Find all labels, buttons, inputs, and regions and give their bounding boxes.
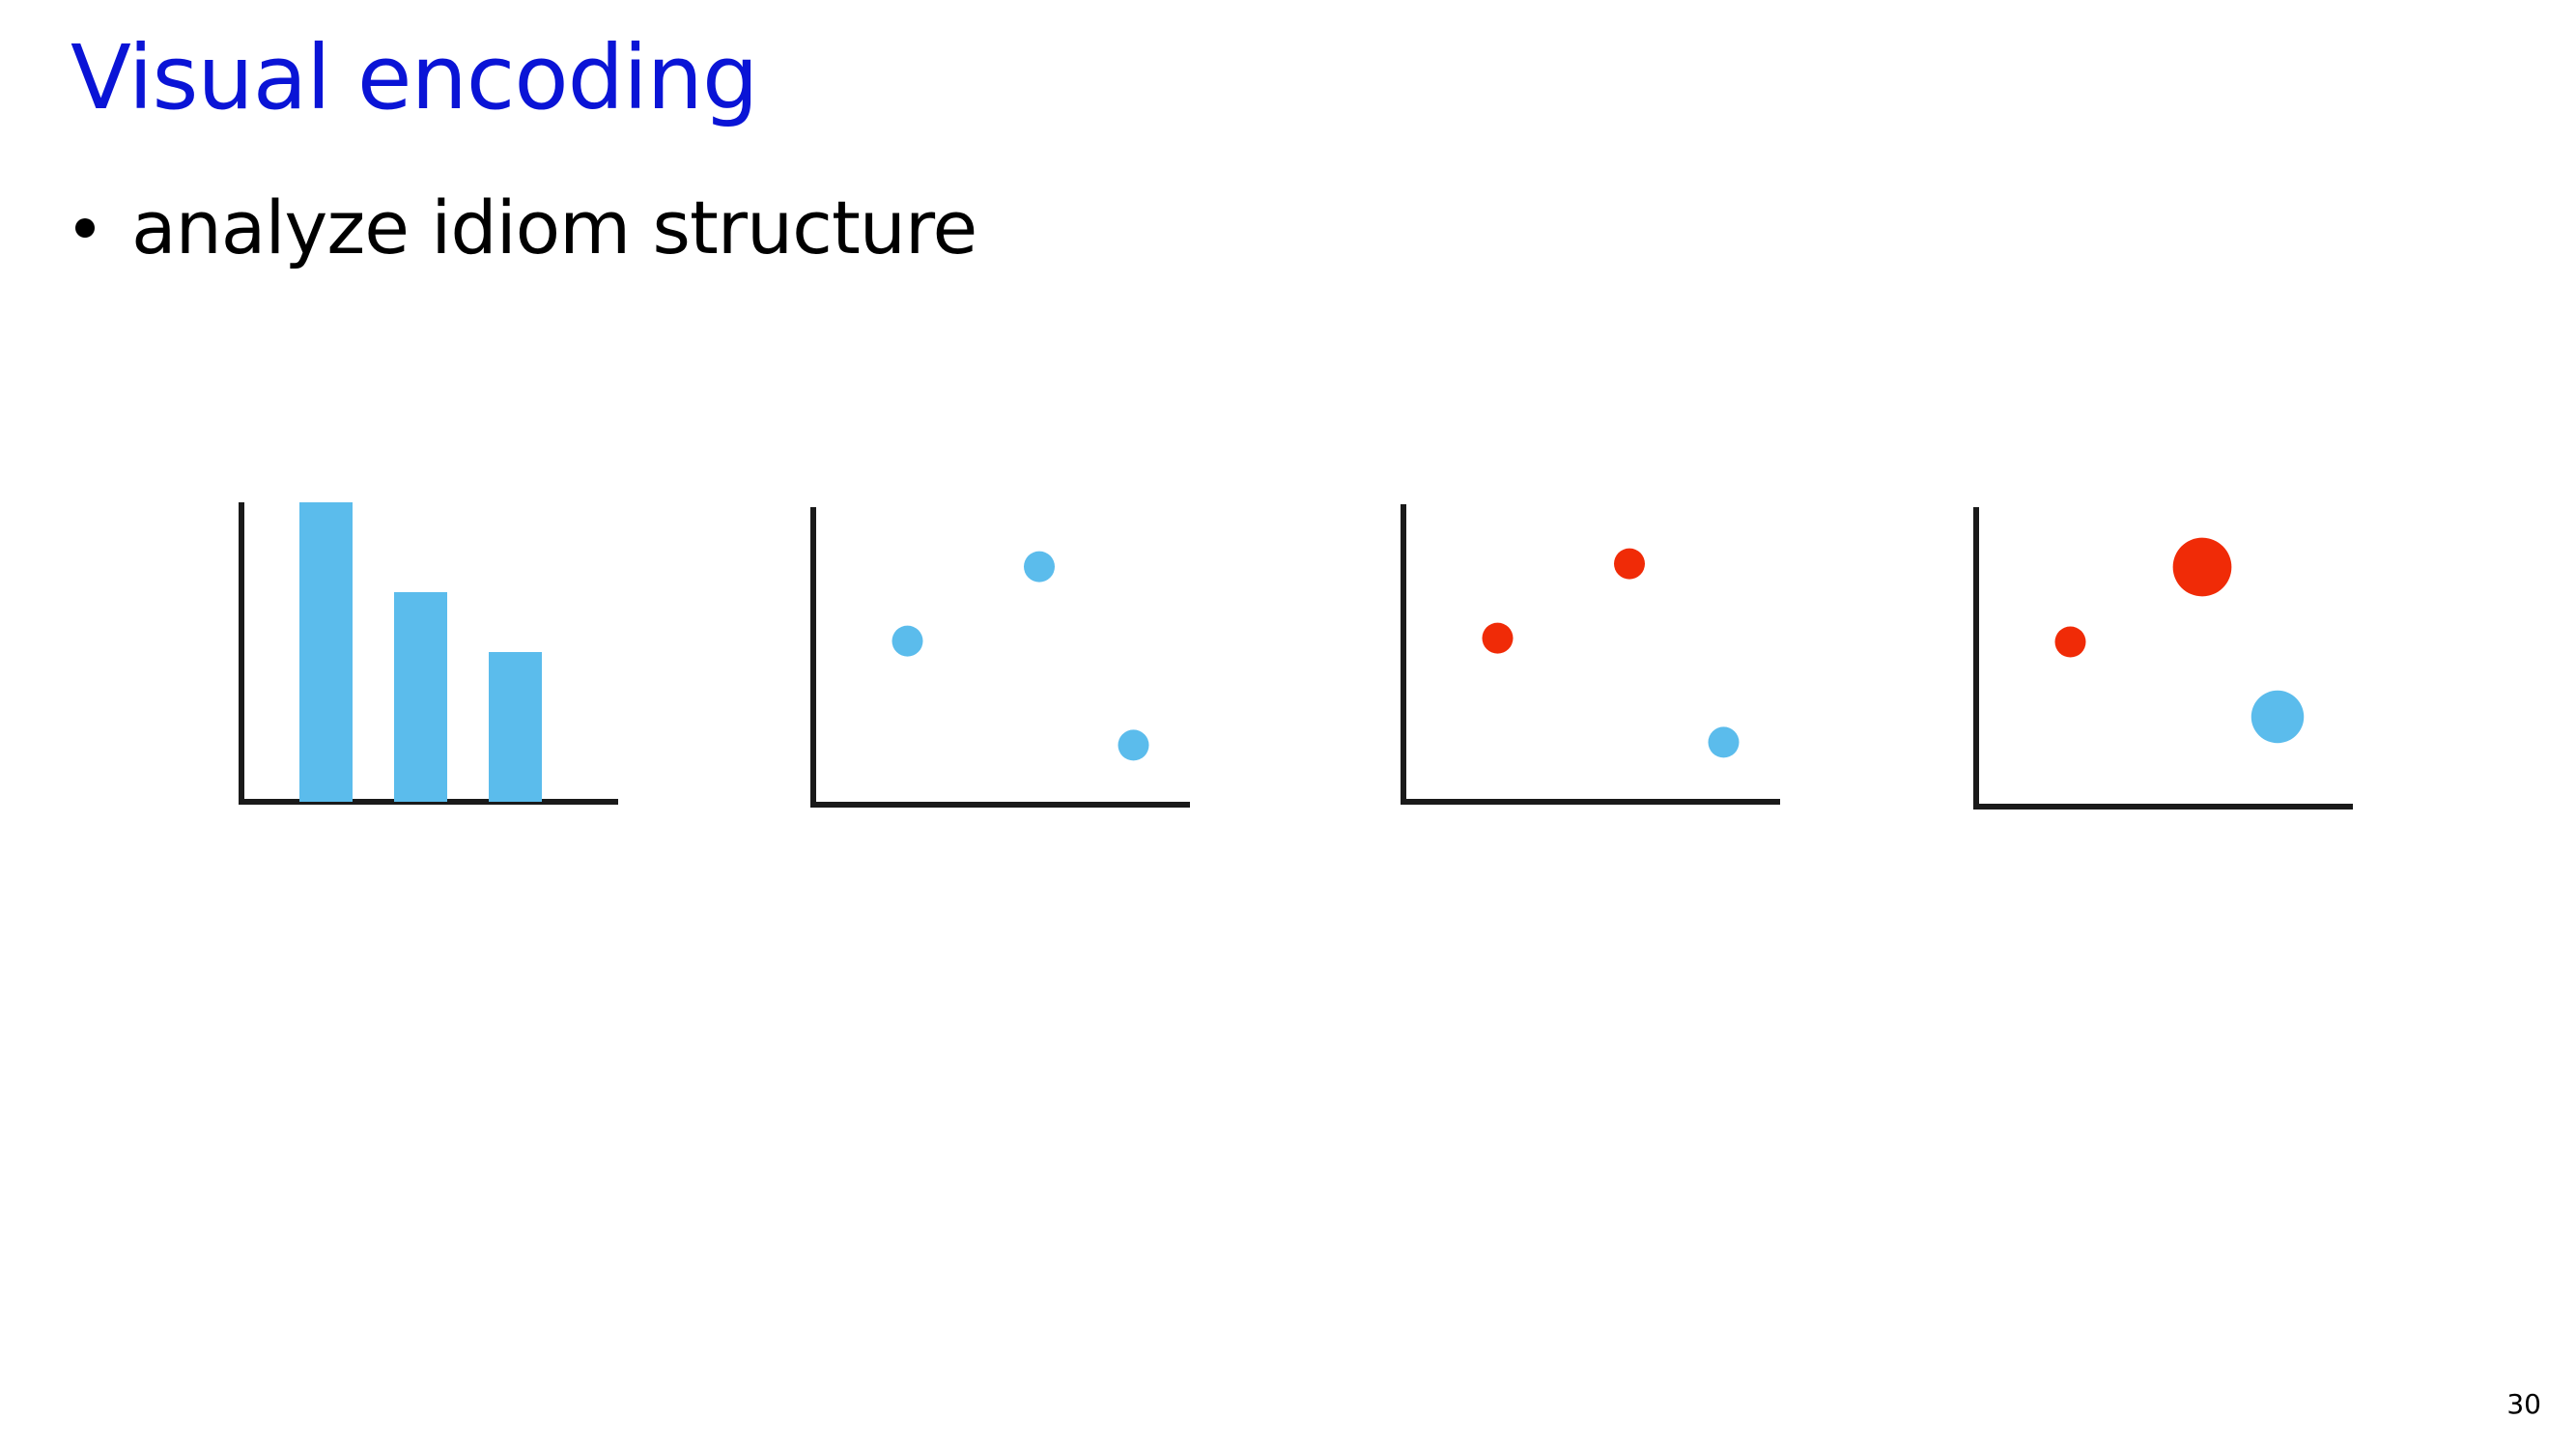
point xyxy=(2250,690,2305,744)
bullet-dot-icon xyxy=(75,217,95,238)
point xyxy=(1024,551,1055,582)
bullet-list: analyze idiom structure xyxy=(68,184,977,271)
bar xyxy=(299,502,353,802)
bullet-text: analyze idiom structure xyxy=(131,185,977,270)
bullet-item: analyze idiom structure xyxy=(68,184,977,271)
bar xyxy=(394,592,447,802)
point xyxy=(1708,726,1740,758)
slide-number: 30 xyxy=(2506,1388,2541,1420)
point xyxy=(892,625,923,657)
bar xyxy=(489,652,542,802)
point xyxy=(1118,729,1149,761)
slide-title: Visual encoding xyxy=(71,26,758,129)
point xyxy=(2172,537,2232,597)
point xyxy=(2054,626,2086,658)
point xyxy=(1614,548,1645,580)
point xyxy=(1482,622,1514,654)
